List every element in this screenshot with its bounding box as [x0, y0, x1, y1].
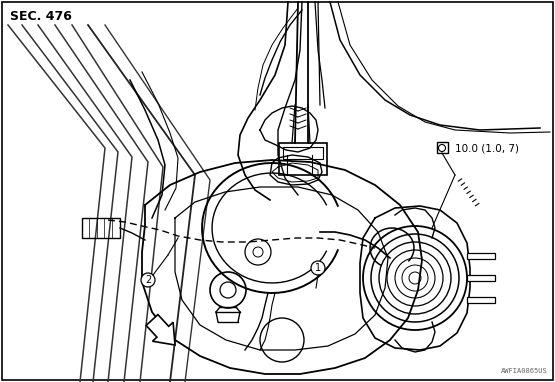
- Bar: [279, 143, 327, 175]
- Polygon shape: [146, 315, 175, 345]
- Circle shape: [311, 261, 325, 275]
- Text: SEC. 476: SEC. 476: [10, 10, 72, 23]
- Bar: [437, 142, 448, 153]
- Bar: [467, 275, 495, 281]
- Bar: [467, 253, 495, 259]
- Text: 10.0 (1.0, 7): 10.0 (1.0, 7): [455, 143, 519, 153]
- Bar: [283, 147, 323, 159]
- Text: AWFIA0865US: AWFIA0865US: [501, 368, 548, 374]
- Circle shape: [141, 273, 155, 287]
- Text: 2: 2: [145, 275, 151, 285]
- Bar: [467, 297, 495, 303]
- Text: 1: 1: [315, 263, 321, 273]
- Bar: [82, 218, 120, 238]
